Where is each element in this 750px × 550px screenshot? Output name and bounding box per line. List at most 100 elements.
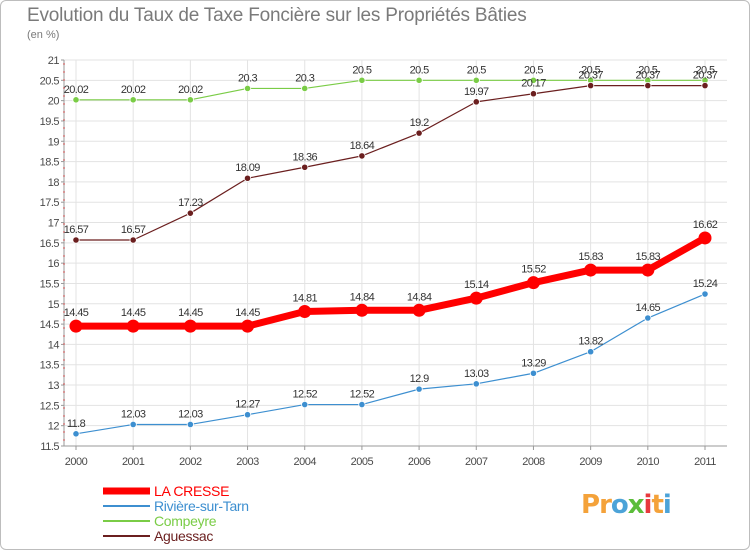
data-label: 14.84: [350, 291, 375, 303]
y-tick-label: 16.5: [40, 238, 60, 250]
data-label: 20.5: [695, 64, 714, 76]
x-tick-label: 2005: [351, 456, 374, 468]
data-label: 13.29: [521, 357, 546, 369]
legend-label: LA CRESSE: [154, 483, 229, 499]
y-tick-label: 19: [48, 136, 60, 148]
data-label: 16.57: [121, 224, 146, 236]
legend: LA CRESSERivière-sur-TarnCompeyreAguessa…: [103, 483, 249, 544]
series-2: [72, 76, 709, 104]
data-label: 20.02: [64, 84, 89, 96]
data-point: [243, 174, 252, 182]
y-tick-label: 12: [48, 421, 60, 433]
data-label: 19.2: [410, 117, 429, 129]
grid: [64, 59, 727, 447]
data-label: 13.82: [578, 336, 603, 348]
data-label: 20.3: [238, 72, 257, 84]
x-tick-label: 2004: [293, 456, 316, 468]
data-label: 20.02: [178, 84, 203, 96]
y-tick-label: 18.5: [40, 157, 60, 169]
data-point: [186, 96, 194, 104]
data-label: 12.27: [235, 399, 260, 411]
data-label: 14.45: [178, 307, 203, 319]
data-label: 14.81: [292, 293, 317, 305]
y-tick-label: 18: [48, 177, 60, 189]
data-point: [355, 303, 369, 317]
data-point: [472, 380, 480, 388]
x-tick-label: 2010: [637, 456, 660, 468]
chart-unit-label: (en %): [27, 29, 60, 41]
y-tick-label: 17: [48, 218, 60, 230]
series-line: [76, 234, 707, 330]
data-label: 15.83: [578, 251, 603, 263]
y-tick-label: 21: [48, 55, 60, 67]
data-label: 20.5: [524, 64, 543, 76]
data-label: 14.45: [64, 307, 89, 319]
data-label: 12.03: [178, 408, 203, 420]
data-label: 15.83: [636, 251, 661, 263]
data-point: [301, 84, 309, 93]
data-point: [69, 319, 83, 333]
y-tick-label: 19.5: [40, 116, 60, 128]
y-tick-label: 15.5: [40, 278, 60, 290]
data-point: [186, 420, 194, 429]
data-label: 20.5: [352, 64, 371, 76]
legend-label: Rivière-sur-Tarn: [154, 498, 249, 514]
data-point: [243, 411, 252, 419]
data-label: 12.52: [292, 389, 317, 401]
data-point: [701, 81, 709, 90]
data-label: 20.37: [578, 70, 603, 82]
data-point: [126, 319, 140, 333]
data-point: [358, 76, 366, 84]
data-point: [72, 96, 80, 104]
data-label: 14.84: [407, 291, 432, 303]
data-label: 18.64: [350, 140, 375, 152]
data-label: 20.5: [638, 64, 657, 76]
data-point: [241, 319, 255, 333]
chart-title: Evolution du Taux de Taxe Foncière sur l…: [27, 5, 527, 26]
y-tick-label: 13.5: [40, 360, 60, 372]
legend-label: Compeyre: [154, 513, 217, 529]
x-tick-label: 2009: [579, 456, 602, 468]
x-tick-label: 2011: [694, 456, 716, 468]
data-label: 15.14: [464, 279, 489, 291]
data-label: 17.23: [178, 197, 203, 209]
data-point: [243, 84, 252, 93]
data-point: [358, 152, 366, 160]
logo-letter: r: [599, 490, 612, 520]
data-point: [472, 98, 480, 106]
data-point: [358, 400, 366, 409]
data-point: [129, 236, 137, 244]
data-point: [587, 81, 595, 90]
data-point: [415, 76, 423, 84]
data-labels: 14.45 14.45 14.45 14.45 14.81 14.84 14.84 15.14…: [64, 64, 719, 430]
data-label: 14.45: [121, 307, 146, 319]
logo-letter: o: [610, 490, 629, 520]
data-label: 18.36: [292, 151, 317, 163]
data-label: 20.37: [636, 70, 661, 82]
data-point: [186, 209, 194, 217]
proxiti-logo: Proxiti: [581, 490, 672, 520]
data-point: [701, 290, 709, 298]
y-tick-label: 14: [48, 339, 60, 351]
data-label: 11.8: [67, 418, 86, 430]
y-tick-label: 17.5: [40, 197, 60, 209]
logo-letter: i: [662, 490, 672, 520]
y-tick-label: 11.5: [40, 441, 59, 453]
data-point: [129, 420, 137, 429]
data-point: [526, 276, 540, 290]
plot-area: [64, 60, 727, 446]
data-point: [644, 81, 652, 90]
data-label: 16.57: [64, 224, 89, 236]
data-point: [529, 90, 538, 98]
y-tick-label: 15: [48, 299, 60, 311]
data-point: [301, 163, 309, 171]
data-label: 14.45: [235, 307, 260, 319]
y-tick-label: 16: [48, 258, 60, 270]
data-label: 20.5: [410, 64, 429, 76]
data-point: [641, 263, 655, 277]
y-tick-label: 20: [48, 96, 60, 108]
series-1: [72, 290, 709, 438]
series-line: [76, 79, 705, 101]
data-point: [529, 369, 538, 377]
